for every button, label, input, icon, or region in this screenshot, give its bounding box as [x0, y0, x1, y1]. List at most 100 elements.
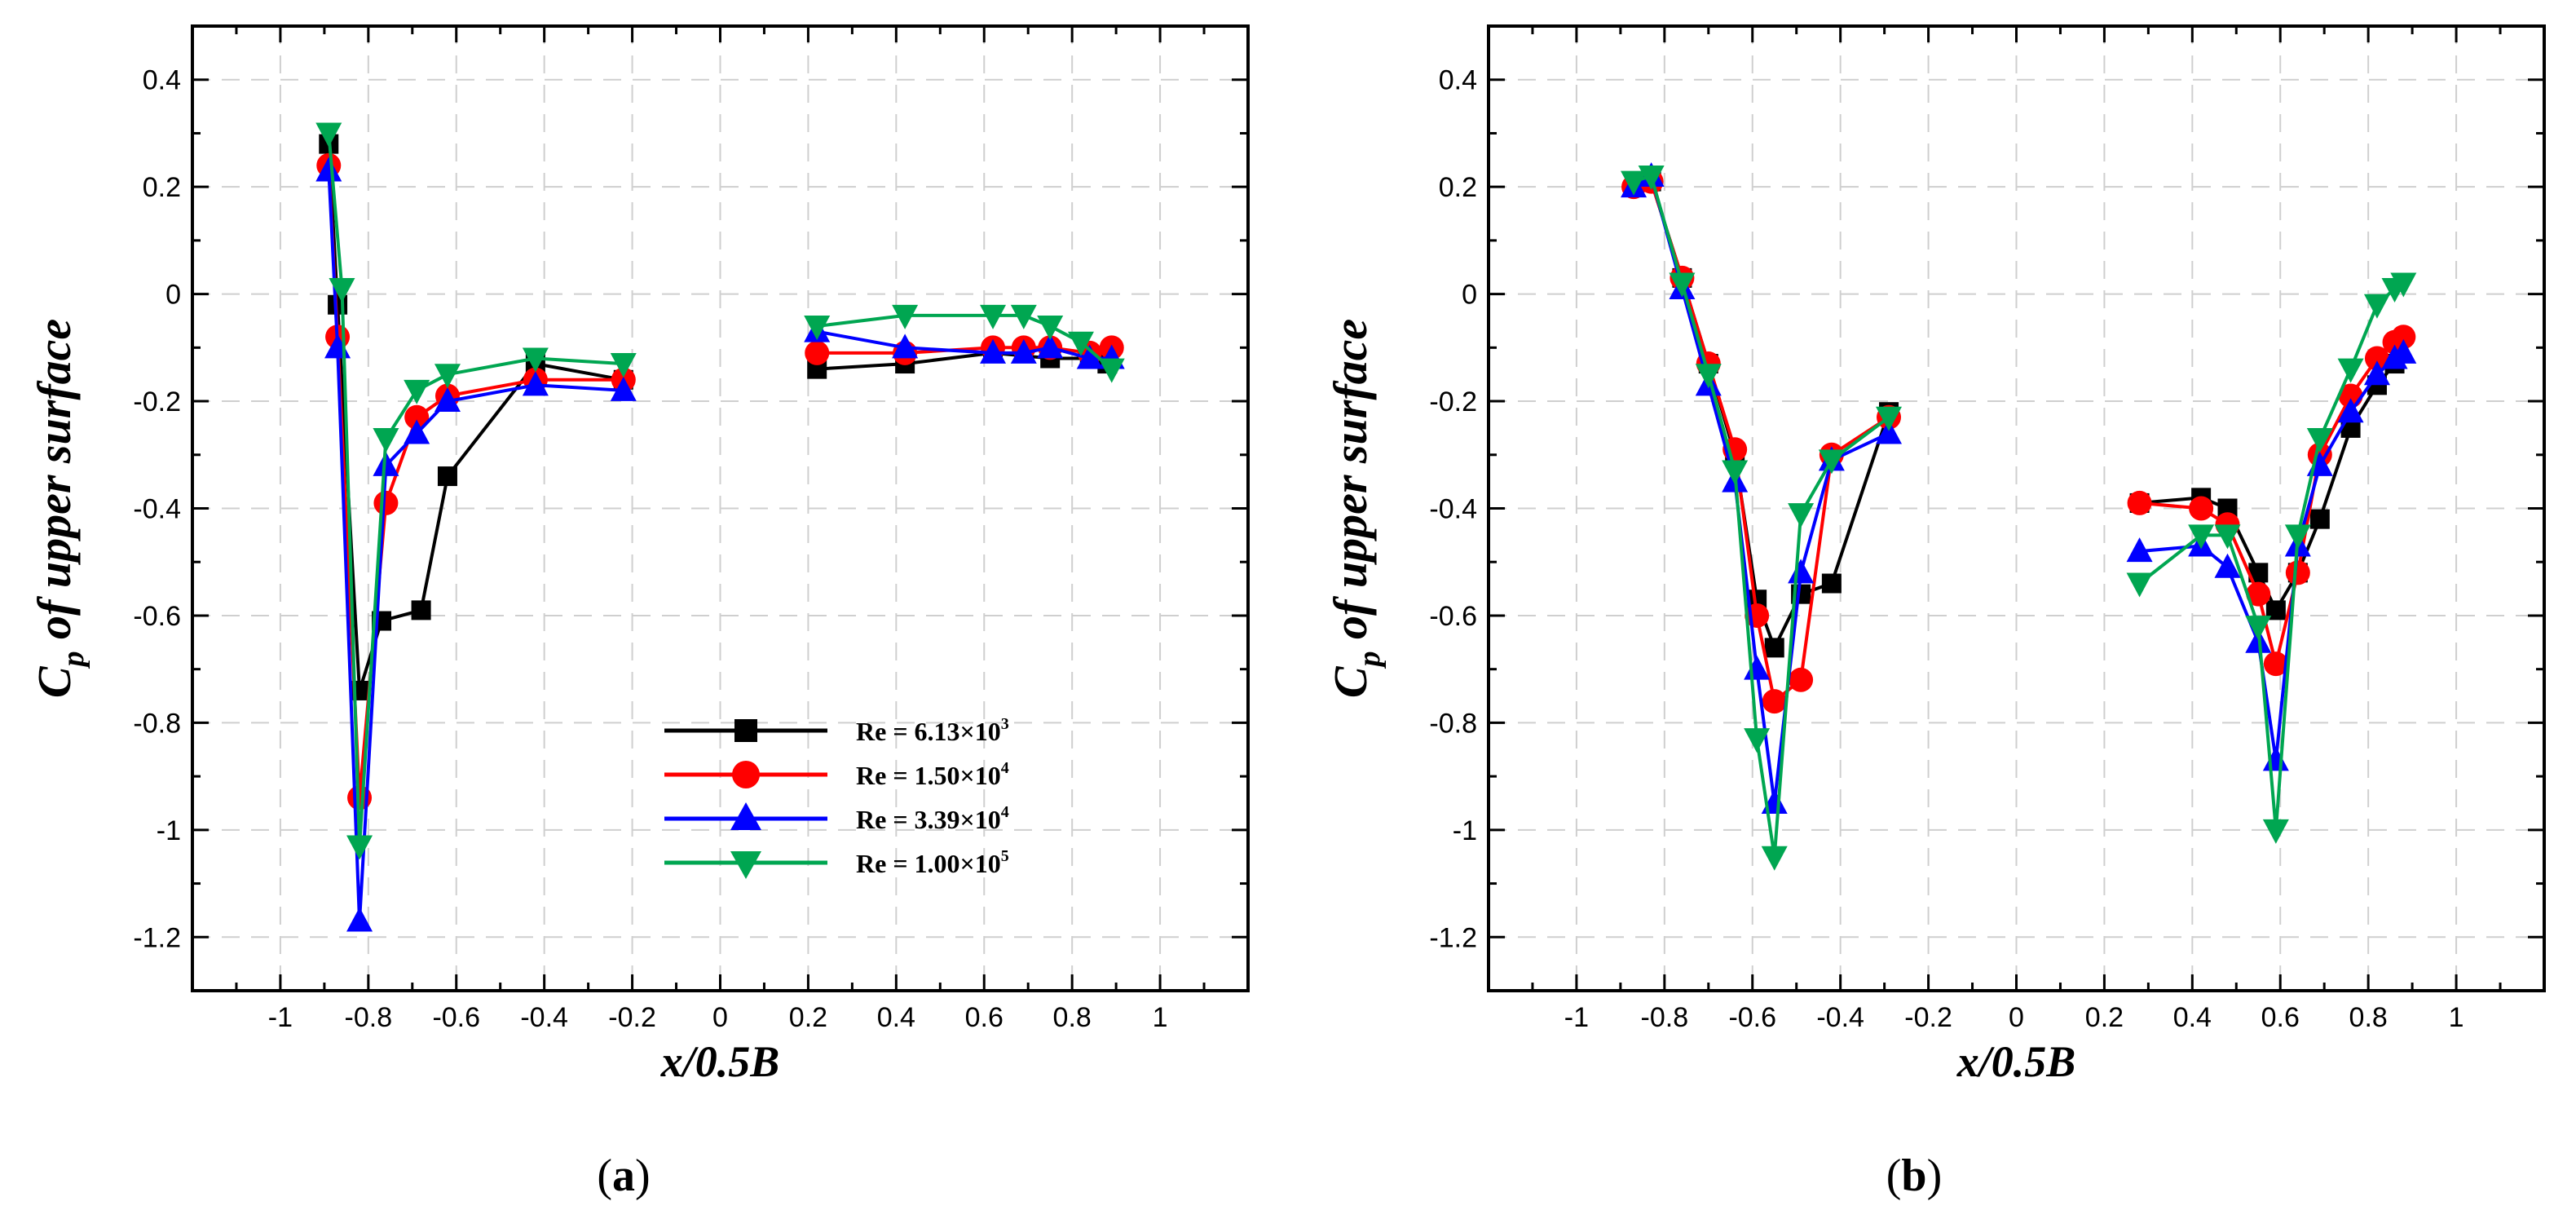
- data-point-square: [411, 600, 431, 621]
- panel-label-a: (a): [597, 1151, 650, 1201]
- series-line: [327, 133, 624, 848]
- data-point-triangle-down: [2262, 819, 2289, 844]
- series: [315, 157, 1125, 932]
- x-tick-label: -0.2: [1904, 1002, 1952, 1033]
- data-point-triangle-up: [1788, 559, 1815, 584]
- x-tick-label: -0.6: [1728, 1002, 1776, 1033]
- x-axis-title: x/0.5B: [660, 1037, 780, 1086]
- y-axis-title-rest: of upper surface: [1324, 319, 1377, 651]
- x-tick-label: -1: [1564, 1002, 1589, 1033]
- series: [315, 122, 1125, 860]
- y-tick-label: 0.2: [143, 172, 181, 203]
- data-point-triangle-down: [610, 353, 637, 378]
- data-point-circle: [1789, 667, 1814, 692]
- plot-frame: [191, 24, 1250, 992]
- data-point-circle: [404, 404, 430, 430]
- data-point-square: [1821, 573, 1842, 594]
- x-tick-label: -0.4: [1816, 1002, 1864, 1033]
- y-axis-title-subscript: p: [56, 651, 90, 669]
- data-point-triangle-down: [980, 304, 1007, 329]
- x-tick-label: -0.4: [520, 1002, 568, 1033]
- x-tick-label: 0.4: [877, 1002, 915, 1033]
- data-point-triangle-down: [434, 364, 461, 389]
- data-point-square: [2309, 509, 2330, 529]
- series-line: [1633, 174, 1890, 859]
- series-line: [1633, 174, 1890, 805]
- data-point-triangle-down: [892, 304, 919, 329]
- data-point-circle: [2127, 490, 2152, 515]
- data-point-triangle-up: [522, 371, 549, 396]
- series: [1621, 169, 2416, 714]
- x-axis-title: x/0.5B: [1956, 1037, 2076, 1086]
- data-point-triangle-down: [1638, 166, 1665, 191]
- legend-entry: Re = 6.13×103: [664, 715, 1009, 746]
- x-tick-label: 0.6: [2261, 1002, 2300, 1033]
- legend-entry: Re = 3.39×104: [664, 802, 1009, 834]
- data-point-triangle-up: [2337, 398, 2364, 423]
- data-point-triangle-down: [2284, 524, 2311, 550]
- data-point-triangle-up: [980, 338, 1007, 364]
- data-point-triangle-up: [373, 451, 399, 476]
- y-tick-label: 0: [165, 280, 181, 311]
- y-tick-label: -0.6: [1429, 601, 1477, 632]
- data-point-triangle-down: [1818, 449, 1845, 475]
- data-point-circle: [2263, 651, 2288, 677]
- data-point-square: [437, 466, 457, 487]
- x-tick-label: -0.6: [432, 1002, 480, 1033]
- x-tick-label: 0.4: [2173, 1002, 2212, 1033]
- y-axis-title-rest: of upper surface: [28, 319, 81, 651]
- legend-marker-triangle-up: [730, 802, 761, 830]
- data-point-circle: [2364, 346, 2389, 371]
- data-point-triangle-down: [804, 316, 831, 341]
- data-point-triangle-up: [1076, 344, 1103, 369]
- data-point-triangle-down: [1722, 460, 1749, 485]
- data-point-triangle-down: [329, 278, 355, 303]
- data-point-triangle-down: [404, 379, 430, 404]
- data-point-triangle-down: [2337, 358, 2364, 383]
- y-tick-label: 0: [1462, 280, 1477, 311]
- x-tick-label: -0.8: [1641, 1002, 1689, 1033]
- data-point-triangle-down: [2245, 616, 2272, 641]
- legend-entry: Re = 1.00×105: [664, 847, 1009, 879]
- y-tick-label: -1: [157, 815, 181, 846]
- data-point-triangle-up: [1010, 338, 1037, 364]
- data-point-triangle-up: [1876, 419, 1903, 444]
- plot-frame: [1487, 24, 2546, 992]
- y-tick-label: 0.4: [143, 65, 181, 96]
- x-tick-label: 1: [2449, 1002, 2464, 1033]
- legend-label: Re = 1.50×104: [856, 759, 1009, 790]
- series-line: [2139, 351, 2405, 762]
- data-point-triangle-down: [2306, 428, 2333, 453]
- legend-label: Re = 6.13×103: [856, 715, 1009, 746]
- data-point-triangle-up: [2363, 360, 2390, 386]
- data-point-triangle-up: [404, 419, 430, 444]
- series: [1621, 166, 2417, 871]
- data-point-triangle-down: [2214, 524, 2241, 550]
- data-point-triangle-down: [1067, 331, 1094, 356]
- y-axis-title-main: C: [28, 665, 81, 698]
- series-line: [327, 170, 624, 923]
- data-point-triangle-up: [2126, 537, 2153, 563]
- y-tick-label: -0.4: [133, 494, 181, 525]
- legend: Re = 6.13×103 Re = 1.50×104 Re = 3.39×10…: [664, 715, 1009, 879]
- data-point-triangle-up: [610, 376, 637, 401]
- y-tick-label: -0.2: [1429, 386, 1477, 417]
- series-line: [2138, 281, 2405, 832]
- data-point-triangle-down: [373, 428, 399, 453]
- legend-marker-triangle-down: [730, 851, 761, 879]
- data-point-triangle-up: [2390, 338, 2417, 364]
- data-point-triangle-up: [1037, 333, 1064, 359]
- data-point-triangle-up: [346, 907, 373, 932]
- y-tick-label: -0.4: [1429, 494, 1477, 525]
- data-point-triangle-down: [522, 347, 549, 373]
- data-point-triangle-up: [434, 387, 461, 413]
- data-point-circle: [2246, 581, 2271, 607]
- series-line: [1638, 179, 1890, 650]
- y-tick-label: -1.2: [133, 922, 181, 953]
- legend-entry: Re = 1.50×104: [664, 759, 1009, 790]
- data-point-triangle-down: [1744, 728, 1771, 753]
- x-tick-label: 0.8: [2349, 1002, 2388, 1033]
- series-line: [2139, 362, 2397, 612]
- data-point-triangle-down: [1695, 364, 1722, 389]
